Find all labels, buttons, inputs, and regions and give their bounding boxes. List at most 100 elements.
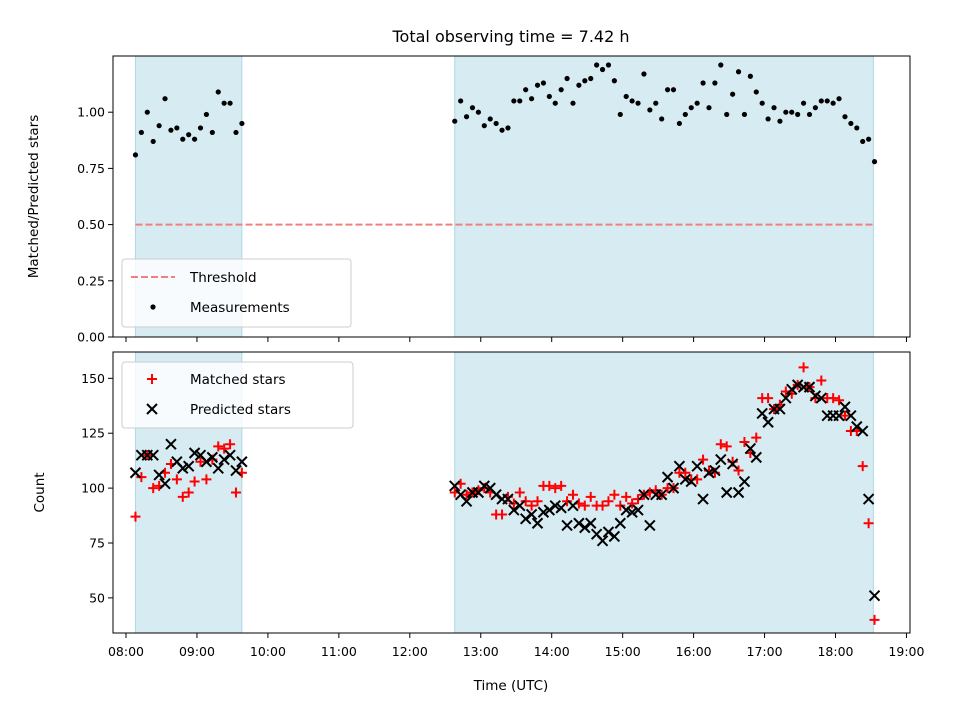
x-tick-label: 10:00 <box>250 644 286 659</box>
predicted-star-point <box>549 499 561 512</box>
predicted-star-point <box>502 493 514 505</box>
measurement-point <box>724 111 730 118</box>
matched-star-point <box>213 441 224 452</box>
measurement-point <box>523 87 529 93</box>
bottom-y-tick-label: 150 <box>81 371 105 386</box>
measurement-point <box>730 91 736 97</box>
measurement-point <box>836 96 842 102</box>
predicted-star-point <box>567 499 579 512</box>
predicted-star-point <box>224 449 236 461</box>
matched-star-point <box>230 487 241 498</box>
matched-star-point <box>585 491 596 502</box>
matched-star-point <box>177 491 188 502</box>
measurement-point <box>162 96 168 102</box>
measurement-point <box>718 62 724 68</box>
x-tick-label: 14:00 <box>534 644 570 659</box>
measurement-point <box>783 109 789 115</box>
measurement-point <box>203 111 210 118</box>
predicted-star-point <box>750 451 762 464</box>
bottom-axes-frame <box>112 351 911 634</box>
predicted-star-point <box>608 530 621 543</box>
measurement-point <box>215 89 221 95</box>
bottom-panel: 50 75 100 125 150 08:00 09:00 10:00 11:00 12:00 13… <box>32 351 925 659</box>
x-tick-label: 13:00 <box>463 644 499 659</box>
measurement-point <box>741 111 748 118</box>
measurement-point <box>552 100 558 106</box>
bottom-y-tick-label: 125 <box>81 426 105 441</box>
matched-star-point <box>621 491 632 502</box>
bottom-y-axis-label: Count <box>32 472 48 512</box>
measurement-point <box>830 100 836 106</box>
measurement-point <box>227 100 233 106</box>
measurement-point <box>629 98 635 104</box>
matched-star-point <box>869 614 880 625</box>
predicted-star-point <box>129 467 142 479</box>
legend-measurement-swatch <box>150 304 156 310</box>
measurement-point <box>144 109 150 115</box>
predicted-star-point <box>697 493 709 505</box>
matched-star-point <box>219 443 230 454</box>
measurement-point <box>623 93 629 100</box>
predicted-star-point <box>632 504 644 516</box>
x-axis-label: Time (UTC) <box>473 678 549 694</box>
measurement-point <box>771 105 777 111</box>
predicted-star-point <box>188 447 201 459</box>
top-y-axis-label: Matched/Predicted stars <box>26 115 42 278</box>
measurement-point <box>700 80 706 86</box>
measurement-point <box>759 100 765 106</box>
measurement-point <box>753 89 759 95</box>
measurement-point <box>186 132 192 138</box>
measurement-point <box>150 138 156 145</box>
x-tick-label: 08:00 <box>108 644 144 659</box>
measurement-point <box>647 107 653 113</box>
predicted-star-point <box>721 486 733 499</box>
predicted-star-point <box>230 464 242 477</box>
matched-star-point <box>550 483 561 494</box>
measurement-point <box>174 125 180 131</box>
predicted-star-point <box>868 589 881 602</box>
predicted-star-point <box>845 409 857 422</box>
measurement-point <box>517 98 523 104</box>
matched-star-point <box>148 483 159 494</box>
bottom-y-tick-label: 50 <box>89 590 105 605</box>
predicted-star-point <box>153 469 165 481</box>
predicted-star-point <box>165 438 177 450</box>
measurement-point <box>511 98 517 104</box>
predicted-star-point <box>236 456 248 468</box>
predicted-star-point <box>177 462 189 475</box>
predicted-star-point <box>200 456 213 468</box>
matched-star-point <box>834 395 845 406</box>
matched-star-point <box>171 474 182 485</box>
measurement-point <box>180 136 186 142</box>
predicted-star-point <box>856 425 869 437</box>
measurement-point <box>605 62 612 68</box>
top-panel: 0.00 0.25 0.50 0.75 1.00 Matched/Predicted st… <box>26 55 911 345</box>
matched-star-point <box>497 509 508 520</box>
top-axes-frame <box>112 55 911 338</box>
measurement-point <box>481 123 487 129</box>
predicted-star-point <box>449 480 461 492</box>
predicted-star-point <box>833 409 845 422</box>
predicted-star-point <box>206 451 219 464</box>
chart-title: Total observing time = 7.42 h <box>391 27 629 46</box>
measurement-point <box>499 127 505 133</box>
predicted-star-point <box>182 460 195 472</box>
measurement-point <box>487 116 493 122</box>
predicted-star-point <box>756 407 768 420</box>
predicted-star-point <box>620 504 632 516</box>
measurement-point <box>795 111 801 118</box>
measurement-point <box>233 129 239 136</box>
predicted-star-point <box>614 517 626 529</box>
measurement-point <box>564 75 570 82</box>
measurement-point <box>558 87 564 93</box>
predicted-star-point <box>791 379 804 391</box>
predicted-star-point <box>738 475 751 488</box>
measurement-point <box>469 105 476 111</box>
measurement-point <box>800 100 807 106</box>
matched-star-point <box>556 480 567 491</box>
matched-star-point <box>798 362 809 373</box>
matched-star-point <box>225 439 236 450</box>
matched-star-point <box>130 511 141 522</box>
matched-star-point <box>857 461 868 472</box>
measurement-point <box>789 109 795 115</box>
